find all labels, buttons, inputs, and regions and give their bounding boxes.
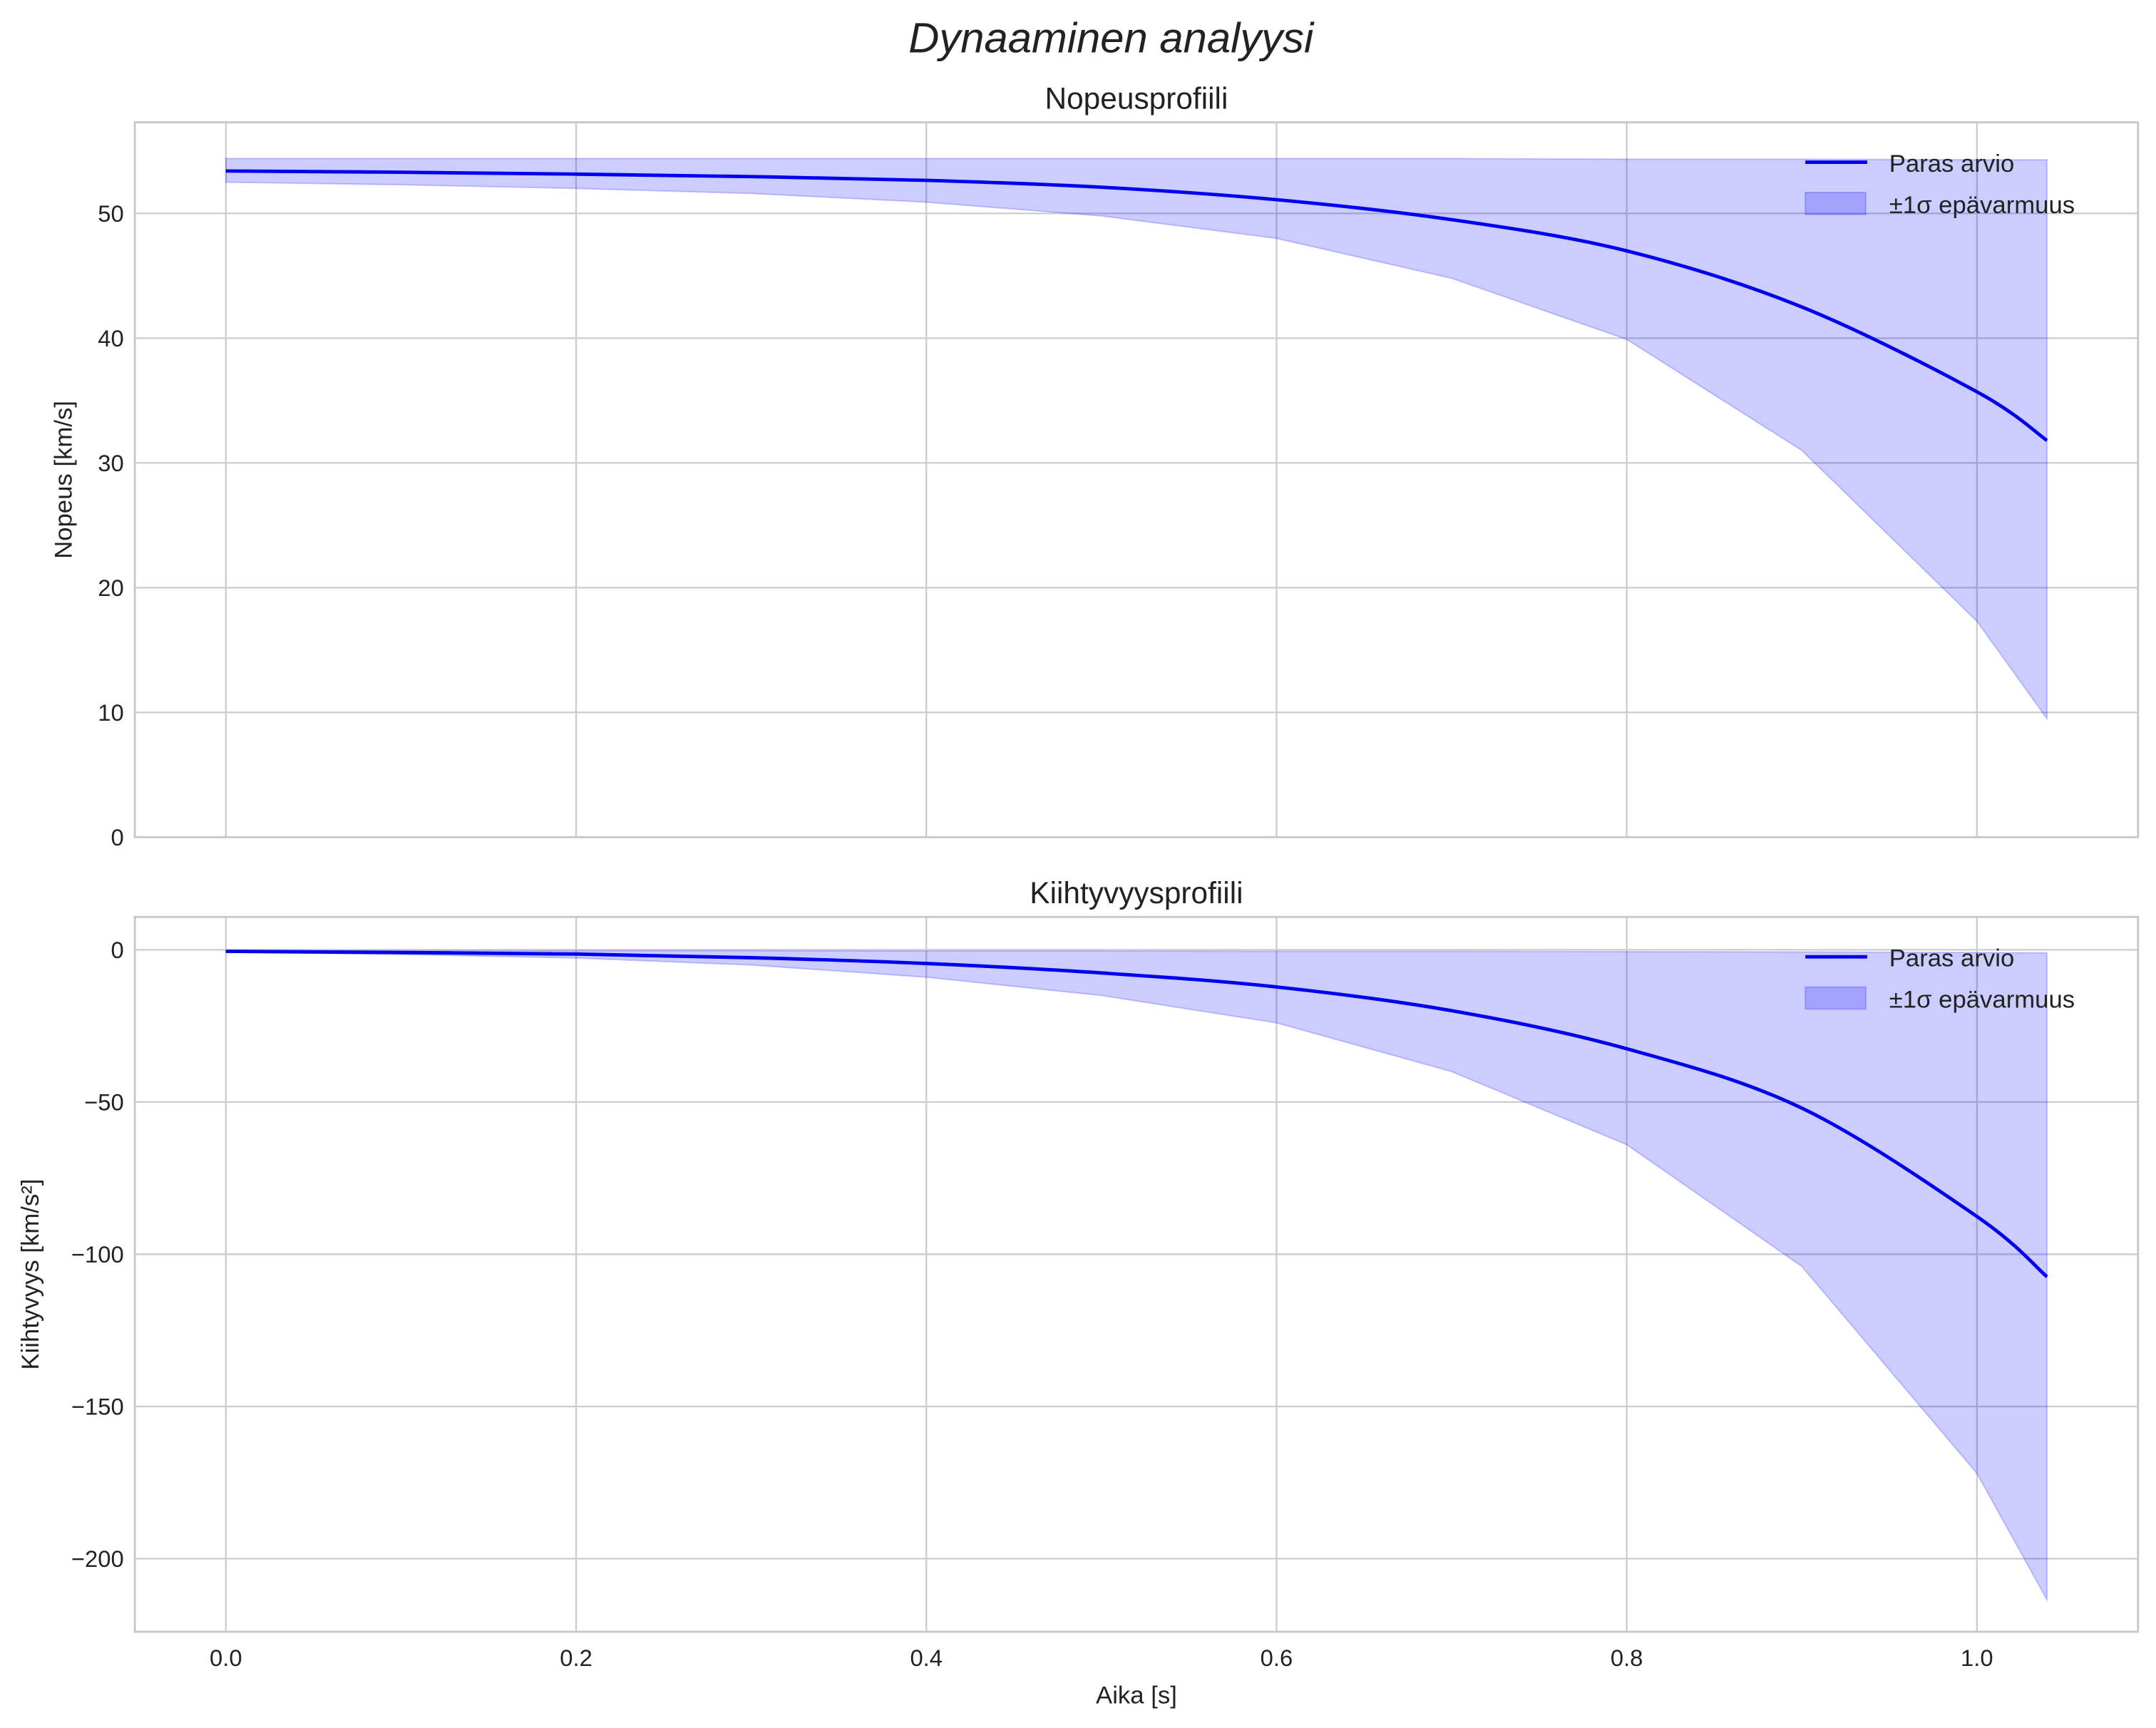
x-tick-label: 0.6 xyxy=(1261,1645,1293,1671)
x-axis-label: Aika [s] xyxy=(1096,1682,1177,1709)
axes-frame xyxy=(133,121,2140,838)
panel-title: Nopeusprofiili xyxy=(1044,81,1228,115)
y-tick-label: 10 xyxy=(98,699,123,726)
legend-label: ±1σ epävarmuus xyxy=(1889,192,2075,219)
best-estimate-line xyxy=(225,950,2048,1278)
y-tick-label: 30 xyxy=(98,450,123,476)
legend-label: Paras arvio xyxy=(1889,150,2015,178)
legend-label: ±1σ epävarmuus xyxy=(1889,987,2075,1014)
x-tick-label: 0.0 xyxy=(210,1645,242,1671)
x-tick-label: 1.0 xyxy=(1961,1645,1993,1671)
y-axis-label: Nopeus [km/s] xyxy=(50,401,77,559)
y-tick-label: −200 xyxy=(71,1546,124,1572)
y-tick-label: −150 xyxy=(71,1394,124,1420)
legend-band-swatch xyxy=(1805,192,1867,215)
x-tick-label: 0.8 xyxy=(1611,1645,1643,1671)
y-tick-label: 0 xyxy=(111,937,123,963)
x-tick-label: 0.4 xyxy=(910,1645,943,1671)
y-tick-label: 40 xyxy=(98,325,123,351)
y-tick-label: 20 xyxy=(98,575,123,601)
velocity-panel: 0 10 20 30 40 50 Nopeusprofiili Nopeus [km/s] Pa… xyxy=(50,81,2140,850)
y-tick-label: −50 xyxy=(84,1089,124,1115)
x-tick-label: 0.2 xyxy=(560,1645,592,1671)
figure-title: Dynaaminen analyysi xyxy=(908,14,1315,61)
y-axis-label: Kiihtyvyys [km/s²] xyxy=(17,1179,44,1370)
axes-frame xyxy=(133,915,2140,1633)
panel-title: Kiihtyvyysprofiili xyxy=(1030,876,1243,910)
y-tick-label: 0 xyxy=(111,824,123,850)
legend-band-swatch xyxy=(1805,986,1867,1010)
y-tick-label: −100 xyxy=(71,1241,124,1267)
uncertainty-band xyxy=(225,158,2048,721)
uncertainty-band xyxy=(225,950,2048,1603)
best-estimate-line xyxy=(225,169,2048,442)
legend-label: Paras arvio xyxy=(1889,945,2015,972)
y-tick-label: 50 xyxy=(98,200,123,227)
acceleration-panel: 0.0 0.2 0.4 0.6 0.8 1.0 0 −50 −100 −150 −200 Kiihty… xyxy=(17,876,2140,1709)
